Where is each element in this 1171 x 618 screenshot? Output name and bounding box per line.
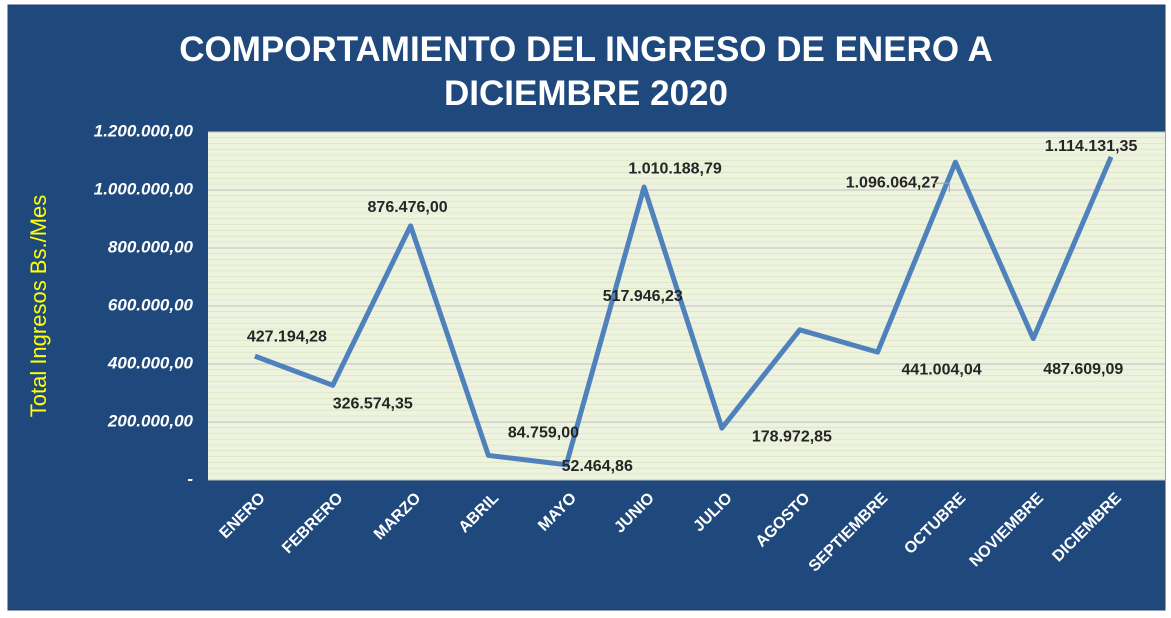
data-label: 326.574,35 <box>333 396 413 413</box>
chart-title: COMPORTAMIENTO DEL INGRESO DE ENERO A DIC… <box>179 30 993 113</box>
data-label: 487.609,09 <box>1043 361 1123 378</box>
line <box>254 155 1114 468</box>
data-label: 876.476,00 <box>368 199 448 216</box>
data-label: 1.114.131,35 <box>1045 138 1138 155</box>
data-label: 1.010.188,79 <box>628 160 722 177</box>
leader-line <box>933 182 950 193</box>
chart-title-text: COMPORTAMIENTO DEL INGRESO DE ENERO A DIC… <box>179 30 993 113</box>
data-label: 441.004,04 <box>902 361 982 378</box>
y-tick-label: 600.000,00 <box>108 295 194 314</box>
data-label: 178.972,85 <box>752 428 832 445</box>
data-label: 427.194,28 <box>247 328 327 345</box>
y-tick-label: 800.000,00 <box>108 237 194 256</box>
y-tick-label: 1.200.000,00 <box>94 121 194 140</box>
y-tick-label: 200.000,00 <box>107 411 194 430</box>
data-label: 52.464,86 <box>562 458 633 475</box>
y-tick-label: 400.000,00 <box>107 353 194 372</box>
data-label: 1.096.064,27 <box>846 174 940 191</box>
y-tick-label: - <box>187 469 193 488</box>
data-label: 517.946,23 <box>603 288 683 305</box>
data-label: 84.759,00 <box>508 425 579 442</box>
y-axis-label: Total Ingresos Bs./Mes <box>26 195 51 418</box>
y-tick-label: 1.000.000,00 <box>94 179 194 198</box>
